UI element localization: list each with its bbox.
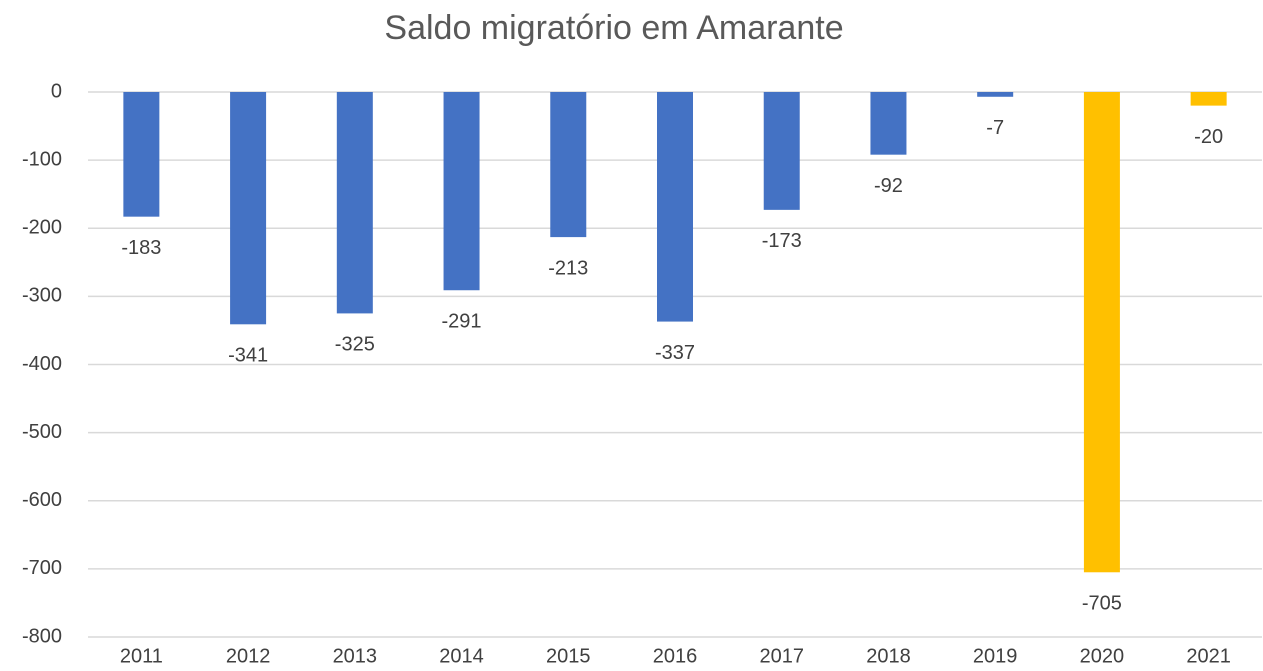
y-tick-label: -100	[22, 148, 62, 170]
x-tick-label: 2019	[973, 645, 1018, 667]
data-label: -173	[762, 230, 802, 252]
y-tick-label: -200	[22, 217, 62, 239]
x-tick-label: 2015	[546, 645, 591, 667]
y-tick-label: -600	[22, 489, 62, 511]
data-label: -341	[228, 345, 268, 367]
chart-title: Saldo migratório em Amarante	[384, 9, 843, 47]
bar	[550, 92, 587, 238]
data-label: -92	[874, 175, 903, 197]
data-label: -291	[442, 311, 482, 333]
bar	[870, 92, 907, 155]
x-tick-label: 2013	[333, 645, 378, 667]
bar	[763, 92, 800, 210]
y-tick-label: -400	[22, 353, 62, 375]
data-label: -337	[655, 342, 695, 364]
bar	[123, 92, 160, 217]
data-label: -705	[1082, 593, 1122, 615]
x-tick-label: 2012	[226, 645, 271, 667]
y-tick-label: -800	[22, 625, 62, 647]
data-label: -183	[121, 237, 161, 259]
data-label: -213	[548, 257, 588, 279]
data-label: -7	[986, 117, 1004, 139]
bar	[443, 92, 480, 291]
x-tick-label: 2014	[439, 645, 484, 667]
bar	[230, 92, 267, 325]
bar	[336, 92, 373, 314]
bar	[977, 92, 1014, 97]
y-tick-label: -500	[22, 421, 62, 443]
x-tick-label: 2020	[1080, 645, 1125, 667]
bar	[1190, 92, 1227, 106]
x-tick-label: 2016	[653, 645, 698, 667]
data-label: -325	[335, 334, 375, 356]
y-tick-label: -700	[22, 557, 62, 579]
x-tick-label: 2017	[759, 645, 804, 667]
x-tick-label: 2021	[1186, 645, 1231, 667]
data-label: -20	[1194, 126, 1223, 148]
x-tick-label: 2011	[120, 645, 163, 667]
bar	[1083, 92, 1120, 573]
y-tick-label: 0	[51, 80, 62, 102]
x-tick-label: 2018	[866, 645, 911, 667]
y-tick-label: -300	[22, 285, 62, 307]
bar	[657, 92, 693, 322]
